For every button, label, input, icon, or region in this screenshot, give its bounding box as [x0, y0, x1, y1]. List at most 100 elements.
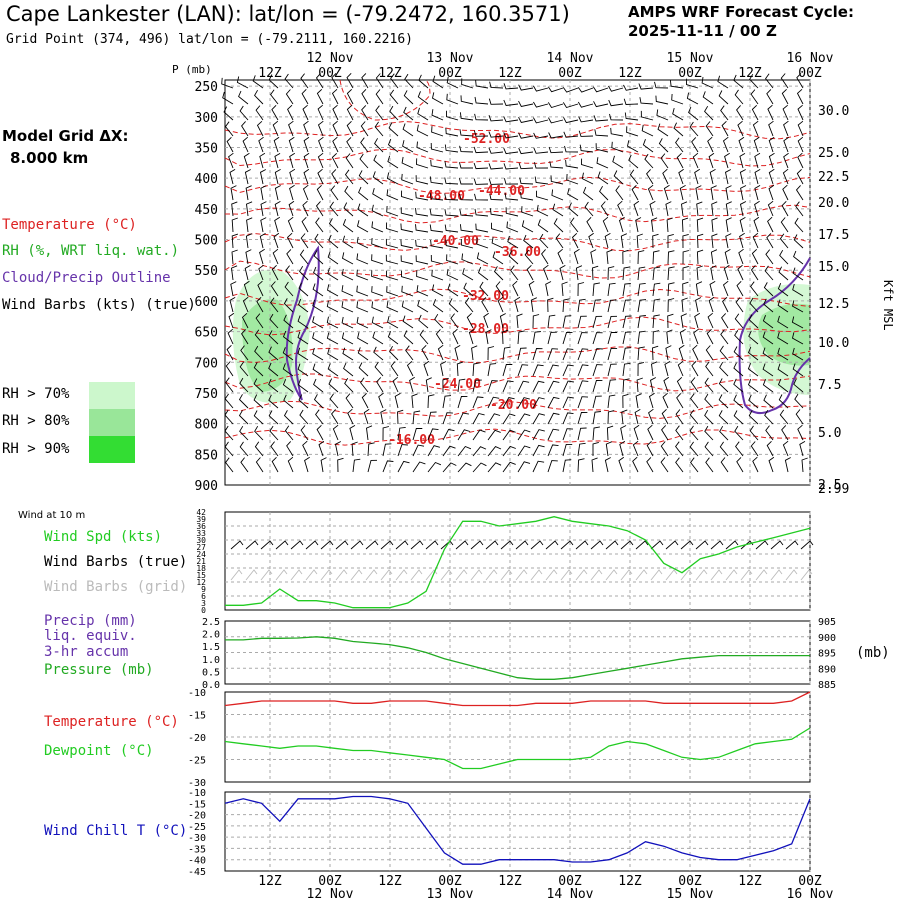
wind-barb: [617, 200, 624, 217]
wind-barb: [397, 409, 404, 425]
wind-speed-tick-label: 9: [201, 585, 206, 594]
wind-speed-tick-label: 24: [196, 550, 206, 559]
wind-barb: [676, 152, 684, 169]
wind-barb: [372, 331, 384, 345]
wind-barb: [722, 136, 729, 153]
wind-barb: [472, 462, 487, 473]
wind-barb: [246, 201, 253, 217]
legend-rh80-label: RH > 80%: [2, 413, 70, 429]
wind-barb: [444, 144, 459, 153]
wind-barb: [483, 312, 489, 329]
wind-barb: [518, 147, 534, 155]
wind-barb: [573, 248, 580, 265]
surface-wind-barb-grid: [335, 569, 348, 581]
wind-barb: [450, 313, 459, 329]
wind-barb: [488, 178, 504, 185]
wind-barb: [682, 250, 690, 265]
wind-barb: [371, 286, 384, 297]
wind-barb: [681, 201, 688, 217]
legend-temperature: Temperature (°C): [2, 217, 137, 233]
wind-barb: [762, 363, 774, 377]
wind-barb: [270, 281, 279, 297]
wind-barb: [647, 424, 654, 441]
wind-barb: [477, 266, 489, 281]
wind-barb: [361, 73, 369, 89]
wind-barb: [503, 178, 519, 185]
wind-barb: [718, 90, 729, 105]
wind-barb: [748, 330, 759, 345]
wind-barb: [346, 72, 354, 89]
wind-barb: [374, 121, 384, 137]
wind-barb: [792, 267, 804, 281]
wind-barb: [519, 177, 534, 185]
wind-barb: [347, 408, 354, 425]
wind-barb: [283, 298, 294, 313]
wind-barb: [317, 152, 324, 169]
wind-barb: [533, 147, 549, 154]
wind-barb: [230, 281, 237, 297]
wind-barb: [657, 123, 669, 137]
wind-barb: [356, 285, 369, 297]
wind-barb: [629, 169, 639, 185]
surface-wind-barb: [500, 540, 514, 550]
wind-barb: [371, 270, 384, 281]
wind-barb: [506, 221, 519, 233]
surface-wind-barb: [410, 540, 424, 550]
wind-barb: [766, 440, 774, 457]
wind-barb: [459, 112, 474, 121]
wind-barb: [423, 360, 430, 377]
wind-barb: [720, 105, 729, 121]
wind-barb: [592, 332, 603, 345]
wind-barb: [378, 392, 384, 409]
wind-barb: [283, 410, 294, 425]
wind-barb: [405, 345, 414, 361]
wind-barb: [240, 345, 249, 361]
height-tick-label: 20.0: [818, 196, 849, 211]
wind-barb: [461, 78, 474, 89]
wind-barb: [418, 314, 429, 329]
wind-barb: [592, 411, 601, 425]
wind-barb: [238, 90, 249, 105]
wind-barb: [619, 440, 626, 457]
wind-speed-tick-label: 30: [196, 536, 206, 545]
bottom-date-label: 12 Nov: [307, 887, 354, 900]
wind-barb: [592, 265, 599, 281]
wind-barb: [415, 239, 429, 249]
wind-barb: [431, 109, 444, 121]
wind-barb: [315, 409, 324, 425]
wind-barb: [675, 137, 684, 153]
surface-wind-barb-grid: [230, 569, 243, 581]
wind-barb: [754, 169, 761, 185]
wind-barb: [707, 312, 714, 329]
wind-barb: [452, 328, 459, 345]
temperature-contour-label: -28.00: [462, 322, 509, 337]
wind-barb: [243, 152, 250, 169]
surface-wind-barb: [725, 540, 739, 550]
wind-barb: [555, 233, 564, 249]
wind-barb: [475, 79, 489, 89]
wind-barb: [226, 136, 234, 153]
wind-barb: [777, 363, 789, 377]
wind-barb: [386, 205, 399, 217]
surface-wind-barb-grid: [710, 569, 723, 581]
wind-barb: [388, 122, 399, 137]
pressure-tick-label: 550: [195, 264, 218, 279]
top-hour-label: 12Z: [618, 66, 642, 81]
wind-barb: [799, 441, 806, 457]
temperature-contour: [224, 346, 811, 364]
wind-barb: [547, 396, 560, 409]
wind-barb: [607, 363, 617, 377]
wind-barb: [401, 300, 414, 313]
wind-barb: [791, 332, 804, 345]
wind-barb: [268, 378, 279, 393]
surface-wind-barb: [635, 540, 649, 550]
wind-barb: [673, 122, 684, 137]
wind-barb: [660, 153, 669, 169]
wind-barb: [442, 395, 452, 409]
wind-barb: [710, 265, 717, 281]
wind-barb: [329, 393, 339, 409]
wind-barb: [551, 189, 564, 201]
wind-barb: [387, 138, 399, 153]
wind-barb: [622, 299, 632, 313]
